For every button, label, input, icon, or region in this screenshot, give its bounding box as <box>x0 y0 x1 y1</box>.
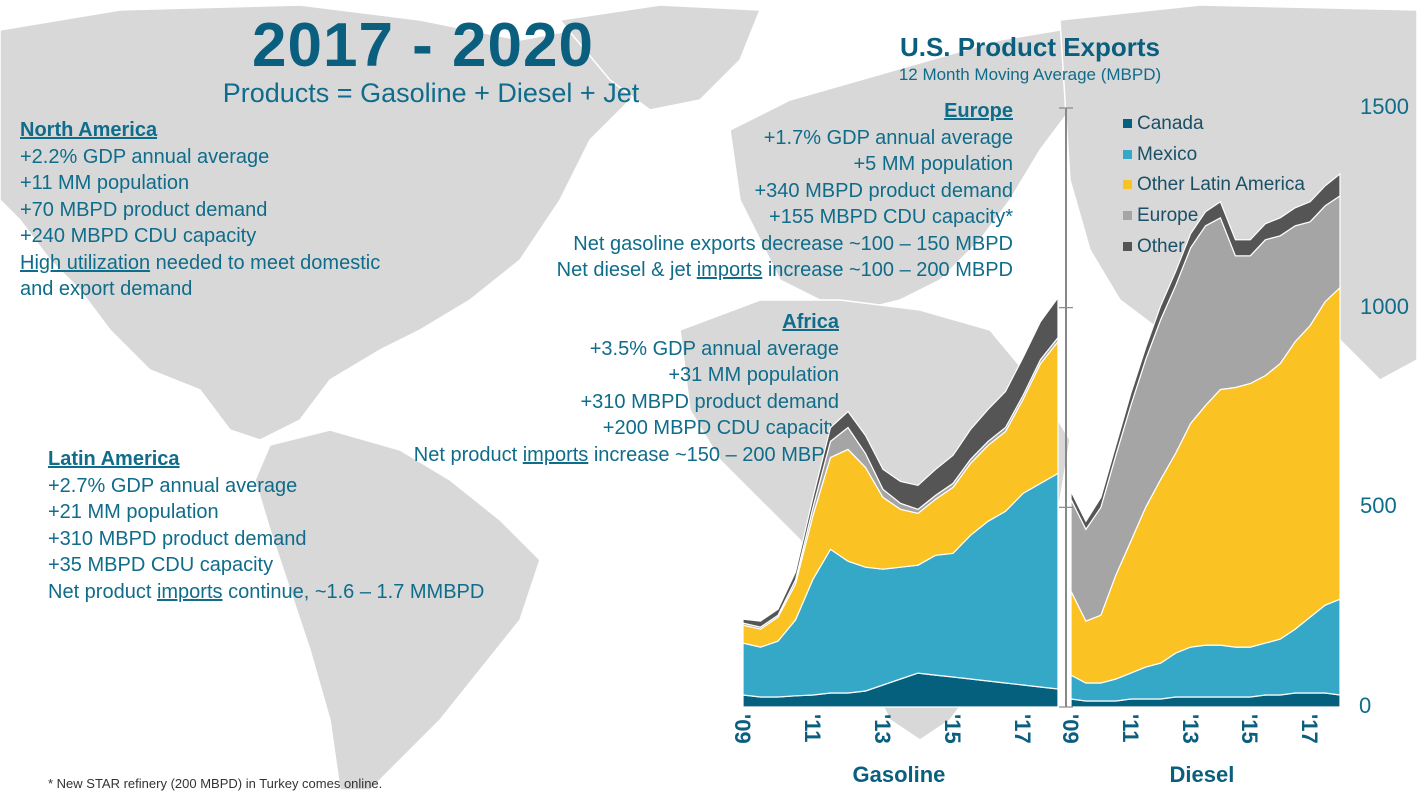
x-tick-gasoline-09: '09 <box>730 714 755 744</box>
europe-line-2: +5 MM population <box>853 153 1013 175</box>
africa-line-4: +200 MBPD CDU capacity <box>602 417 839 439</box>
area-diesel-other <box>1070 172 1341 531</box>
legend-label: Mexico <box>1137 143 1198 165</box>
europe-line-6: Net diesel & jet imports increase ~100 –… <box>556 259 1013 281</box>
africa-line-3: +310 MBPD product demand <box>580 390 840 413</box>
europe-line-5: Net gasoline exports decrease ~100 – 150… <box>573 232 1013 255</box>
north-america-line-1: +2.2% GDP annual average <box>20 145 270 168</box>
north-america-line-3: +70 MBPD product demand <box>20 198 268 221</box>
legend-label: Europe <box>1137 205 1199 227</box>
north-america-block: North America +2.2% GDP annual average +… <box>20 117 380 303</box>
latin-america-line-1: +2.7% GDP annual average <box>48 474 298 497</box>
chart-title: U.S. Product Exports <box>899 32 1161 62</box>
y-tick-label-500: 500 <box>1360 493 1397 519</box>
north-america-heading: North America <box>20 119 158 141</box>
north-america-utilization-underlined: High utilization <box>20 251 151 274</box>
x-tick-gasoline-13: '13 <box>870 714 895 744</box>
north-america-landmass <box>0 4 682 441</box>
x-tick-diesel-13: '13 <box>1177 714 1203 744</box>
greenland-landmass <box>558 4 762 111</box>
y-tick-label-0: 0 <box>1359 693 1372 718</box>
legend-item-mexico: Mexico <box>1123 144 1197 166</box>
footnote: * New STAR refinery (200 MBPD) in Turkey… <box>48 776 383 791</box>
x-tick-gasoline-11: '11 <box>800 714 825 743</box>
x-tick-gasoline-15: '15 <box>940 714 965 744</box>
x-tick-gasoline-17: '17 <box>1010 714 1035 744</box>
north-america-line-5: High utilization needed to meet domestic <box>20 250 380 277</box>
latin-america-line-2: +21 MM population <box>48 501 219 523</box>
africa-line-5: Net product imports increase ~150 – 200 … <box>413 443 839 466</box>
area-gasoline-other <box>742 295 1059 628</box>
south-america-landmass <box>254 429 541 790</box>
legend-swatch <box>1123 241 1132 251</box>
y-tick-label-1500: 1500 <box>1360 94 1409 119</box>
north-america-line-6: and export demand <box>20 278 193 300</box>
x-tick-diesel-11: '11 <box>1117 714 1143 743</box>
legend-item-other-latin-america: Other Latin America <box>1123 174 1305 196</box>
legend-label: Other Latin America <box>1137 174 1305 196</box>
legend-item-other: Other <box>1123 236 1185 258</box>
latin-america-line-5: Net product imports continue, ~1.6 – 1.7… <box>48 580 485 603</box>
legend-swatch <box>1123 180 1132 190</box>
europe-block: Europe +1.7% GDP annual average +5 MM po… <box>557 98 1013 284</box>
latin-america-imports-underlined: imports <box>156 580 223 603</box>
legend-label: Other <box>1137 235 1185 257</box>
europe-line-1: +1.7% GDP annual average <box>763 126 1013 149</box>
europe-line-4: +155 MBPD CDU capacity* <box>769 206 1013 228</box>
legend-item-europe: Europe <box>1123 205 1198 227</box>
panel-label-gasoline: Gasoline <box>852 762 946 787</box>
x-tick-diesel-15: '15 <box>1237 714 1263 744</box>
latin-america-heading: Latin America <box>48 448 180 470</box>
north-america-utilization-rest: needed to meet domestic <box>150 251 381 274</box>
europe-imports-underlined: imports <box>696 259 763 281</box>
europe-heading: Europe <box>944 100 1013 122</box>
legend-label: Canada <box>1137 113 1204 134</box>
page-title: 2017 - 2020 <box>252 11 594 80</box>
europe-line-3: +340 MBPD product demand <box>754 179 1014 202</box>
africa-imports-underlined: imports <box>522 443 589 466</box>
africa-line-2: +31 MM population <box>668 364 839 386</box>
y-tick-label-1000: 1000 <box>1360 293 1409 319</box>
latin-america-line-4: +35 MBPD CDU capacity <box>48 554 274 576</box>
x-tick-diesel-17: '17 <box>1297 714 1323 744</box>
latin-america-line-3: +310 MBPD product demand <box>48 527 307 550</box>
legend-swatch <box>1123 211 1132 221</box>
chart-subtitle: 12 Month Moving Average (MBPD) <box>898 65 1162 84</box>
x-tick-diesel-09: '09 <box>1058 714 1083 744</box>
legend-swatch <box>1123 149 1132 159</box>
north-america-line-2: +11 MM population <box>20 172 190 194</box>
latin-america-block: Latin America +2.7% GDP annual average +… <box>48 446 484 605</box>
legend-swatch <box>1123 119 1132 128</box>
europe-landmass <box>729 29 1101 311</box>
africa-heading: Africa <box>782 311 839 333</box>
panel-label-diesel: Diesel <box>1169 762 1235 787</box>
page-subtitle: Products = Gasoline + Diesel + Jet <box>222 78 640 108</box>
north-america-line-4: +240 MBPD CDU capacity <box>20 225 257 247</box>
legend-item-canada: Canada <box>1123 113 1204 135</box>
africa-line-1: +3.5% GDP annual average <box>589 337 839 360</box>
africa-block: Africa +3.5% GDP annual average +31 MM p… <box>414 309 839 468</box>
